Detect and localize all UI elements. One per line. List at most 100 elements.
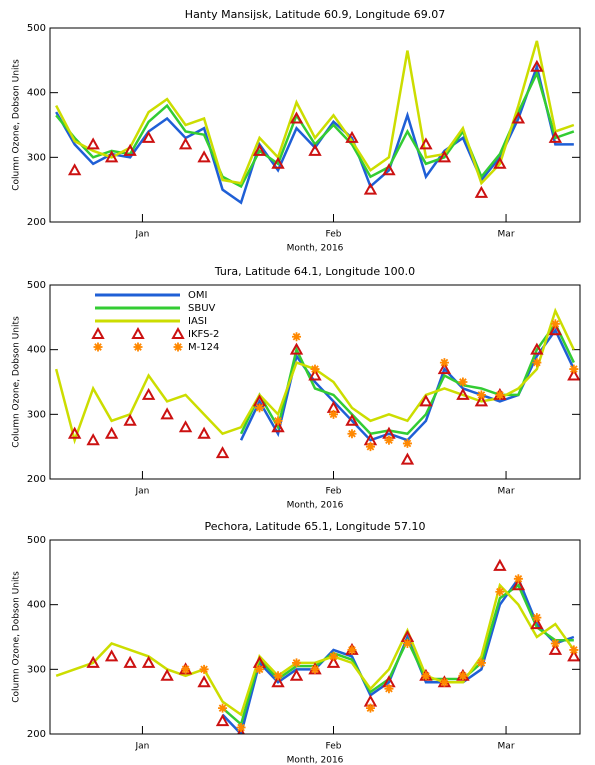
asterisk-marker [236,723,246,733]
triangle-marker [548,130,563,143]
triangle-marker [123,143,137,156]
triangle-marker [474,185,489,198]
triangle-marker [530,342,544,355]
x-tick-label: Feb [326,742,342,752]
asterisk-marker [421,671,431,681]
asterisk-marker [458,377,468,387]
triangle-marker [160,668,174,681]
triangle-marker [289,668,304,681]
triangle-marker [493,156,507,169]
asterisk-marker [328,651,338,661]
triangle-marker [215,446,230,459]
legend-label: IKFS-2 [188,329,219,340]
asterisk-marker [384,684,394,694]
triangle-marker [160,407,174,420]
triangle-marker [104,150,119,163]
triangle-marker [123,655,137,668]
y-tick-label: 300 [27,409,46,420]
triangle-marker [308,368,322,381]
legend-marker [131,326,145,339]
triangle-marker [530,59,544,72]
triangle-marker [437,150,452,163]
y-tick-label: 500 [27,280,46,291]
asterisk-marker [402,438,412,448]
triangle-marker [86,137,100,150]
asterisk-marker [273,416,283,426]
asterisk-marker [384,435,394,445]
triangle-marker [197,150,211,163]
x-tick-label: Feb [326,230,342,240]
y-tick-label: 200 [27,474,46,485]
asterisk-marker [532,613,542,623]
legend-marker [133,342,143,352]
x-tick-label: Mar [498,230,515,240]
triangle-marker [548,323,563,336]
triangle-marker [104,426,119,439]
triangle-marker [474,394,489,407]
triangle-marker [178,420,193,433]
plot-area [55,40,575,205]
triangle-marker [345,130,359,143]
asterisk-marker [292,332,302,342]
asterisk-marker [569,364,579,374]
y-tick-label: 400 [27,600,46,611]
asterisk-marker [569,645,579,655]
triangle-marker [382,163,396,176]
legend-marker [171,326,185,339]
asterisk-marker [495,587,505,597]
series-line [239,321,575,436]
asterisk-marker [181,664,191,674]
asterisk-marker [550,638,560,648]
asterisk-marker [365,703,375,713]
triangle-marker [308,143,322,156]
legend-marker [93,342,103,352]
asterisk-marker [476,658,486,668]
y-tick-label: 400 [27,88,46,99]
series-line [221,583,574,727]
y-axis-label: Column Ozone, Dobson Units [12,59,22,191]
asterisk-marker [439,358,449,368]
triangle-marker [419,137,433,150]
series-line [221,576,575,734]
series-line [55,62,574,205]
y-tick-label: 400 [27,345,46,356]
plot-area [55,558,580,734]
triangle-marker [363,182,378,195]
triangle-marker [141,655,156,668]
x-axis-label: Month, 2016 [287,501,344,511]
triangle-marker [456,387,470,400]
asterisk-marker [476,390,486,400]
asterisk-marker [199,664,209,674]
triangle-marker [530,617,544,630]
y-tick-label: 300 [27,664,46,675]
triangle-marker [141,130,156,143]
plot-frame [49,539,581,735]
triangle-marker [437,362,452,375]
legend-label: M-124 [188,342,219,353]
series-line [55,40,575,186]
x-tick-label: Mar [498,487,515,497]
triangle-marker [289,111,304,124]
triangle-marker [197,675,211,688]
y-axis-label: Column Ozone, Dobson Units [12,571,22,703]
asterisk-marker [310,364,320,374]
asterisk-marker [347,429,357,439]
triangle-marker [197,426,211,439]
triangle-marker [271,675,285,688]
asterisk-marker [402,638,412,648]
asterisk-marker [273,671,283,681]
y-tick-label: 200 [27,729,46,740]
triangle-marker [67,163,82,176]
asterisk-marker [532,358,542,368]
triangle-marker [511,578,526,591]
legend-label: SBUV [188,303,216,314]
y-tick-label: 300 [27,152,46,163]
triangle-marker [178,137,193,150]
triangle-marker [271,420,285,433]
triangle-marker [548,642,563,655]
series-line [239,327,575,442]
y-tick-label: 200 [27,217,46,228]
triangle-marker [86,655,100,668]
x-tick-label: Mar [498,742,515,752]
asterisk-marker [255,403,265,413]
